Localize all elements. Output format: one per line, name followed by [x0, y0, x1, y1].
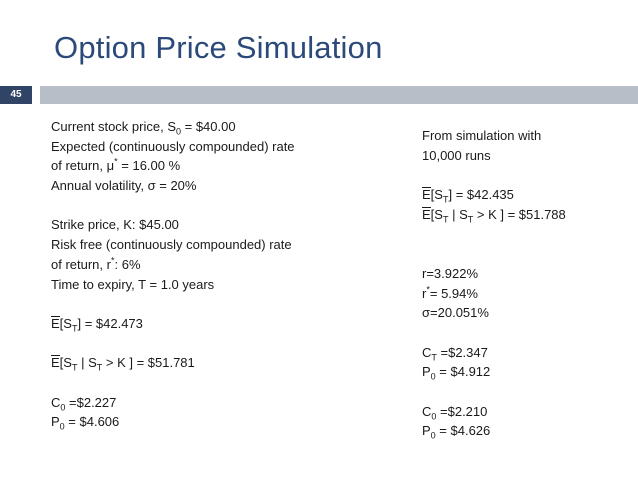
slide-title: Option Price Simulation	[54, 30, 383, 65]
volatility-pre: Annual volatility,	[51, 178, 148, 194]
e-st-cond-value: > K ] = $51.781	[102, 355, 195, 371]
expectation-e: E	[51, 314, 60, 334]
e-st-cond-pre: [S	[59, 355, 72, 371]
stock-price-line: Current stock price, S0 = $40.00	[51, 117, 381, 137]
p0-sub: 0	[59, 421, 65, 432]
c0-value: =$2.227	[65, 394, 117, 410]
sim-e-st-sub: T	[442, 194, 449, 205]
ct-value: =$2.347	[436, 344, 488, 360]
p0b-value: = $4.626	[435, 423, 491, 439]
simulation-line-2: 10,000 runs	[422, 147, 491, 163]
sim-p0-line-a: P0 = $4.912	[422, 362, 632, 382]
mu-symbol: μ	[106, 158, 115, 174]
expectation-e: E	[422, 185, 431, 205]
sim-expected-st-line: E[ST] = $42.435	[422, 185, 632, 205]
simulation-line-1: From simulation with	[422, 128, 542, 143]
sim-e-st-cond-sub2: T	[467, 214, 474, 225]
sim-e-st-cond-mid: | S	[448, 206, 468, 222]
sim-p0-line-b: P0 = $4.626	[422, 421, 632, 441]
slide-number-badge: 45	[0, 86, 32, 104]
expected-return-value: = 16.00 %	[117, 158, 181, 174]
sim-c0-value: =$2.210	[436, 403, 488, 419]
risk-free-line-2: of return, r*: 6%	[51, 255, 381, 275]
e-st-value: ] = $42.473	[77, 315, 143, 331]
sim-c0-line: C0 =$2.210	[422, 402, 632, 422]
strike-price-line: Strike price, K: $45.00	[51, 217, 179, 233]
sigma-symbol: σ	[147, 178, 156, 194]
sim-e-st-value: ] = $42.435	[448, 187, 514, 203]
sim-ct-line: CT =$2.347	[422, 343, 632, 363]
parameters-column: Current stock price, S0 = $40.00 Expecte…	[51, 117, 381, 432]
expectation-e: E	[51, 353, 60, 373]
put-price-line: P0 = $4.606	[51, 412, 381, 432]
sim-c0-pre: C	[422, 403, 432, 419]
stock-price-value: = $40.00	[181, 119, 236, 134]
e-st-cond-sub2: T	[96, 362, 103, 373]
risk-free-sup: *	[110, 255, 115, 266]
e-st-cond-sub: T	[71, 362, 78, 373]
risk-free-value: : 6%	[114, 256, 141, 272]
expiry-line: Time to expiry, T = 1.0 years	[51, 276, 215, 292]
p0b-sub: 0	[430, 430, 436, 441]
sim-conditional-expected-st-line: E[ST | ST > K ] = $51.788	[422, 205, 632, 225]
stock-price-label: Current stock price, S	[51, 119, 176, 134]
p0a-sub: 0	[430, 371, 436, 382]
conditional-expected-st-line: E[ST | ST > K ] = $51.781	[51, 353, 381, 373]
header-rule	[40, 86, 638, 104]
ct-sub: T	[431, 352, 437, 363]
p0-pre: P	[51, 414, 60, 430]
p0a-pre: P	[422, 364, 431, 380]
e-st-pre: [S	[59, 315, 72, 331]
r-star-pre: r	[422, 285, 427, 301]
mu-sup: *	[114, 157, 118, 168]
e-st-sub: T	[71, 323, 78, 334]
expectation-e: E	[422, 205, 431, 225]
sim-e-st-cond-pre: [S	[430, 206, 443, 222]
expected-return-line-1: Expected (continuously compounded) rate	[51, 138, 295, 154]
ct-pre: C	[422, 344, 432, 360]
c0-sub: 0	[60, 402, 66, 413]
e-st-cond-mid: | S	[77, 355, 97, 371]
volatility-line: Annual volatility, σ = 20%	[51, 176, 381, 196]
expected-return-pre: of return,	[51, 158, 107, 174]
call-price-line: C0 =$2.227	[51, 393, 381, 413]
sim-e-st-cond-sub: T	[442, 214, 449, 225]
p0-value: = $4.606	[64, 414, 120, 430]
expected-st-line: E[ST] = $42.473	[51, 314, 381, 334]
sim-r-star-line: r*= 5.94%	[422, 284, 632, 304]
r-star-sup: *	[426, 284, 430, 295]
sim-c0-sub: 0	[431, 411, 437, 422]
sim-r-line: r=3.922%	[422, 265, 479, 281]
p0b-pre: P	[422, 423, 431, 439]
sim-e-st-pre: [S	[430, 187, 443, 203]
sim-e-st-cond-value: > K ] = $51.788	[473, 206, 566, 222]
stock-price-sub: 0	[176, 126, 182, 137]
sim-sigma-line: σ=20.051%	[422, 303, 632, 323]
volatility-value: = 20%	[155, 178, 197, 194]
p0a-value: = $4.912	[435, 364, 491, 380]
c0-pre: C	[51, 394, 61, 410]
risk-free-pre: of return, r	[51, 256, 111, 272]
r-star-value: = 5.94%	[429, 285, 478, 301]
sigma-symbol: σ	[422, 305, 431, 321]
sim-sigma-value: =20.051%	[430, 305, 489, 321]
simulation-column: From simulation with 10,000 runs E[ST] =…	[422, 126, 632, 441]
expected-return-line-2: of return, μ* = 16.00 %	[51, 156, 381, 176]
risk-free-line-1: Risk free (continuously compounded) rate	[51, 237, 292, 253]
